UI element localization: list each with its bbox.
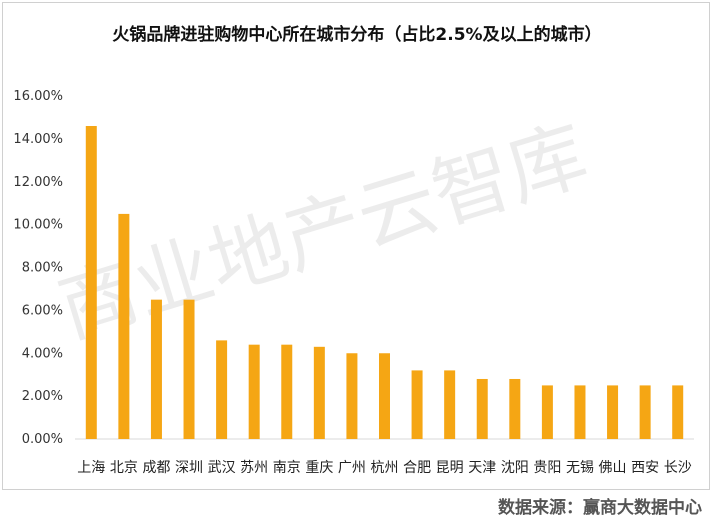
x-tick-label: 无锡: [566, 460, 594, 476]
x-tick-label: 贵阳: [533, 460, 561, 476]
bar-10: [379, 353, 390, 439]
y-tick-label: 0.00%: [22, 432, 63, 447]
bar-18: [639, 385, 651, 439]
x-tick-label: 成都: [142, 460, 170, 476]
y-axis: 0.00% 2.00% 4.00% 6.00% 8.00% 10.00% 12.00% 14.…: [13, 89, 63, 447]
y-tick-label: 14.00%: [13, 132, 63, 147]
x-tick-label: 深圳: [175, 460, 203, 476]
bar-14: [509, 378, 521, 439]
x-tick-label: 杭州: [371, 460, 399, 476]
bar-15: [541, 385, 553, 439]
y-tick-label: 4.00%: [22, 346, 63, 361]
bar-3: [150, 299, 162, 439]
bar-2: [118, 213, 130, 439]
bar-11: [411, 370, 423, 439]
data-source: 数据来源：赢商大数据中心: [498, 498, 702, 518]
bars: [85, 126, 684, 439]
bar-6: [248, 344, 260, 439]
bar-9: [346, 353, 358, 439]
x-tick-label: 合肥: [403, 460, 431, 476]
y-tick-label: 8.00%: [22, 261, 63, 276]
x-tick-label: 西安: [631, 460, 659, 476]
x-tick-label: 南京: [273, 460, 301, 476]
x-axis: 上海 北京 成都 深圳 武汉 苏州 南京 重庆 广州 杭州 合肥 昆明 天津 沈阳 贵阳 无锡 佛山 西安 长沙: [77, 460, 691, 476]
x-tick-label: 上海: [77, 460, 105, 476]
bar-8: [313, 346, 325, 439]
bar-13: [476, 378, 488, 439]
y-tick-label: 2.00%: [22, 389, 63, 404]
x-tick-label: 长沙: [664, 460, 692, 476]
x-tick-label: 苏州: [240, 460, 268, 476]
bar-5: [216, 340, 228, 439]
x-tick-label: 沈阳: [501, 460, 529, 476]
x-tick-label: 武汉: [208, 460, 236, 476]
y-tick-label: 6.00%: [22, 303, 63, 318]
bar-12: [444, 370, 456, 439]
bar-7: [281, 344, 293, 439]
x-tick-label: 昆明: [436, 460, 464, 476]
y-tick-label: 12.00%: [13, 175, 63, 190]
chart-title: 火锅品牌进驻购物中心所在城市分布（占比2.5%及以上的城市）: [112, 25, 602, 45]
x-tick-label: 北京: [110, 460, 138, 476]
x-tick-label: 重庆: [305, 460, 333, 476]
x-tick-label: 天津: [468, 460, 496, 476]
bar-1: [85, 126, 97, 439]
bar-19: [672, 385, 684, 439]
y-tick-label: 16.00%: [13, 89, 63, 104]
y-tick-label: 10.00%: [13, 218, 63, 233]
bar-16: [574, 385, 586, 439]
bar-4: [183, 299, 195, 439]
x-tick-label: 广州: [338, 460, 366, 476]
bar-17: [607, 385, 619, 439]
x-tick-label: 佛山: [599, 460, 627, 476]
